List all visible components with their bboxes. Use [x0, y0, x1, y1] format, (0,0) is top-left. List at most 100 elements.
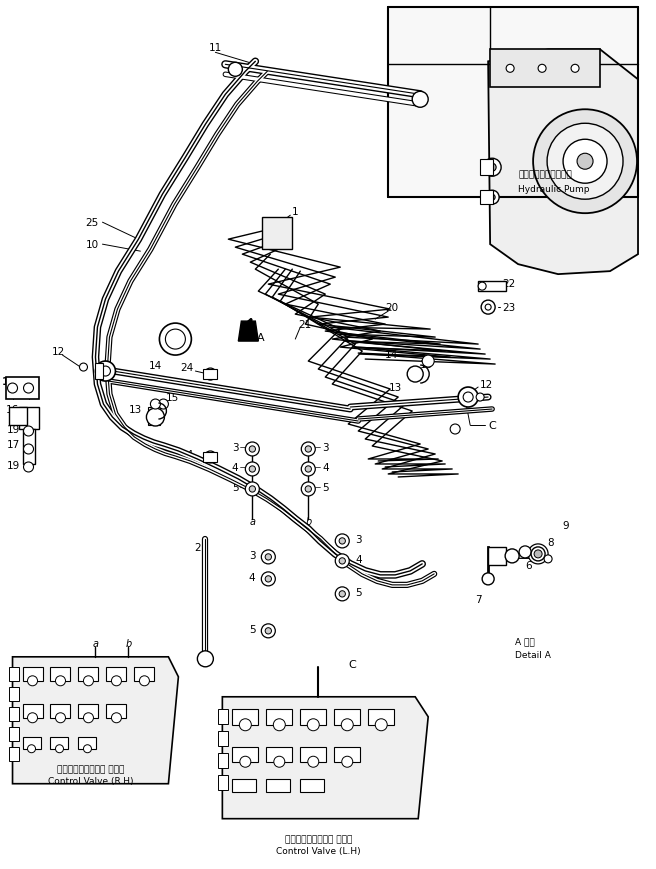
Circle shape [342, 756, 353, 767]
Text: 3: 3 [356, 534, 362, 544]
Text: 4: 4 [249, 572, 255, 582]
Text: 1: 1 [292, 207, 298, 217]
Text: コントロールバルブ （左）: コントロールバルブ （左） [285, 834, 352, 843]
Text: Control Valve (R.H): Control Valve (R.H) [48, 776, 133, 786]
Circle shape [305, 467, 312, 473]
Bar [51, 667, 70, 681]
Bar [266, 709, 293, 725]
Bar [300, 779, 324, 792]
Circle shape [28, 745, 35, 753]
Circle shape [83, 713, 93, 723]
Bar [9, 408, 26, 426]
Bar [300, 709, 326, 725]
Text: Detail A: Detail A [515, 651, 551, 660]
Circle shape [563, 140, 607, 184]
Circle shape [265, 576, 272, 582]
Circle shape [422, 355, 434, 368]
Polygon shape [488, 50, 638, 275]
Bar [9, 667, 18, 681]
Bar [203, 369, 217, 380]
Text: 5: 5 [232, 482, 238, 493]
Bar [218, 775, 228, 790]
Text: a: a [249, 516, 255, 527]
Bar [9, 727, 18, 741]
Bar [218, 753, 228, 768]
Bar [300, 746, 326, 762]
Circle shape [339, 558, 346, 564]
Circle shape [228, 63, 242, 77]
Bar [9, 707, 18, 721]
Bar [148, 408, 161, 426]
Bar [335, 746, 360, 762]
Text: 17: 17 [7, 440, 20, 449]
Text: 4: 4 [232, 462, 238, 473]
Circle shape [489, 195, 495, 201]
Text: 5: 5 [249, 624, 255, 634]
Bar [18, 408, 39, 429]
Polygon shape [222, 697, 428, 819]
Text: 24: 24 [180, 362, 194, 373]
Bar [480, 191, 493, 205]
Polygon shape [12, 657, 178, 784]
Bar [79, 737, 96, 749]
Text: 6: 6 [525, 561, 532, 570]
Text: 16: 16 [5, 405, 19, 415]
Bar [134, 667, 154, 681]
Text: 4: 4 [322, 462, 329, 473]
Circle shape [547, 124, 623, 200]
Circle shape [534, 550, 542, 558]
Circle shape [305, 447, 312, 453]
Circle shape [112, 713, 121, 723]
Circle shape [335, 534, 349, 548]
Text: 20: 20 [386, 302, 399, 313]
Text: Hydraulic Pump: Hydraulic Pump [518, 184, 590, 194]
Circle shape [307, 719, 319, 731]
Circle shape [245, 482, 259, 496]
Circle shape [265, 628, 272, 634]
Circle shape [375, 719, 387, 731]
Circle shape [571, 65, 579, 73]
Bar [218, 709, 228, 724]
Circle shape [301, 442, 316, 456]
Text: 9: 9 [562, 521, 569, 530]
Text: 23: 23 [502, 302, 516, 313]
Text: a: a [92, 638, 98, 648]
Circle shape [249, 447, 255, 453]
Bar [232, 709, 258, 725]
Circle shape [205, 368, 216, 381]
Circle shape [506, 65, 514, 73]
Text: 21: 21 [298, 320, 312, 329]
Text: 3: 3 [232, 442, 238, 453]
Bar [22, 667, 43, 681]
Bar [335, 709, 360, 725]
Circle shape [100, 367, 110, 376]
Bar [480, 160, 493, 176]
Text: 25: 25 [85, 218, 98, 228]
Bar [490, 50, 600, 88]
Bar [368, 709, 394, 725]
Text: b: b [125, 638, 132, 648]
Circle shape [7, 383, 18, 394]
Circle shape [249, 487, 255, 493]
Text: 11: 11 [209, 43, 222, 53]
Circle shape [533, 110, 637, 214]
Text: Control Valve (L.H): Control Valve (L.H) [276, 846, 361, 855]
Circle shape [485, 191, 499, 205]
Circle shape [450, 425, 460, 434]
Circle shape [265, 554, 272, 561]
Circle shape [150, 400, 161, 409]
Text: 24: 24 [180, 449, 194, 460]
Bar [232, 779, 256, 792]
Circle shape [341, 719, 353, 731]
Text: 3: 3 [249, 550, 255, 561]
Text: 15: 15 [420, 360, 434, 369]
Circle shape [83, 745, 91, 753]
Text: C: C [348, 659, 356, 669]
Circle shape [24, 427, 33, 436]
Bar [203, 453, 217, 462]
Circle shape [483, 159, 501, 177]
Text: 5: 5 [322, 482, 329, 493]
Circle shape [412, 92, 428, 108]
Text: コントロールバルブ （右）: コントロールバルブ （右） [57, 765, 124, 773]
Circle shape [274, 719, 285, 731]
